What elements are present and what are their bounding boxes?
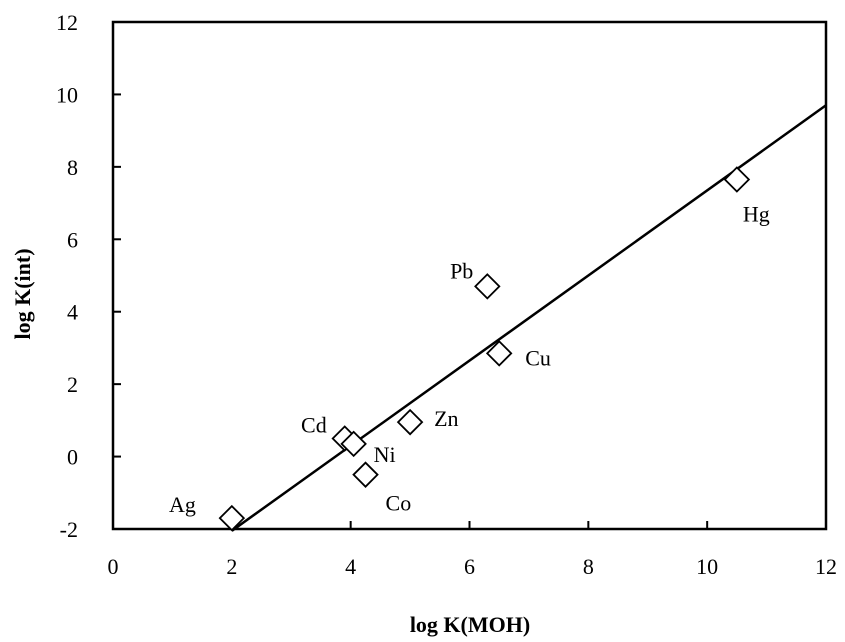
y-tick-label: 2	[67, 372, 78, 397]
point-label-pb: Pb	[450, 258, 473, 283]
point-label-ni: Ni	[374, 442, 396, 467]
y-tick-label: 8	[67, 155, 78, 180]
point-label-hg: Hg	[743, 202, 770, 227]
y-tick-label: 10	[56, 82, 78, 107]
point-label-zn: Zn	[434, 406, 458, 431]
x-tick-label: 0	[108, 554, 119, 579]
x-tick-label: 6	[464, 554, 475, 579]
data-point-cu	[485, 340, 513, 367]
point-label-cu: Cu	[525, 345, 551, 370]
y-tick-label: 12	[56, 10, 78, 35]
y-axis-title: log K(int)	[10, 248, 35, 339]
x-tick-label: 4	[345, 554, 356, 579]
point-label-co: Co	[386, 491, 412, 516]
point-label-ag: Ag	[169, 492, 196, 517]
data-point-ni	[340, 430, 367, 458]
data-point-hg	[723, 166, 751, 193]
y-tick-label: 4	[67, 300, 78, 325]
x-tick-label: 2	[226, 554, 237, 579]
data-point-ag	[218, 504, 246, 532]
point-label-cd: Cd	[301, 412, 327, 437]
y-tick-label: 6	[67, 227, 78, 252]
y-tick-label: 0	[67, 445, 78, 470]
y-tick-label: -2	[60, 517, 78, 542]
x-tick-label: 8	[583, 554, 594, 579]
x-tick-label: 12	[815, 554, 837, 579]
x-tick-label: 10	[696, 554, 718, 579]
data-point-co	[352, 461, 379, 488]
data-point-pb	[474, 273, 501, 300]
data-point-zn	[396, 408, 424, 436]
x-axis-title: log K(MOH)	[410, 612, 530, 637]
